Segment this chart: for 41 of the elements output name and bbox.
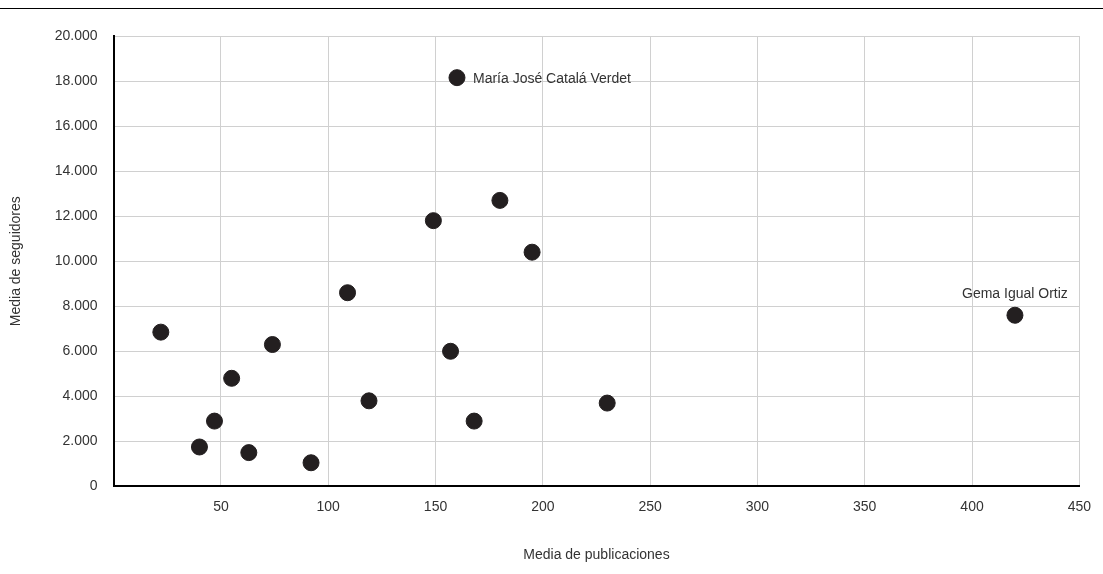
point xyxy=(491,191,509,209)
y-tick-label: 20.000 xyxy=(54,26,98,43)
x-tick-label: 300 xyxy=(745,497,770,514)
y-tick-label: 0 xyxy=(89,477,98,494)
point xyxy=(152,323,170,341)
point xyxy=(448,69,466,87)
point xyxy=(465,412,483,430)
y-tick-label: 4.000 xyxy=(62,387,98,404)
y-tick-label: 10.000 xyxy=(54,252,98,269)
point xyxy=(339,284,357,302)
y-tick-label: 8.000 xyxy=(62,297,98,314)
y-axis-title: Media de seguidores xyxy=(7,196,24,327)
point xyxy=(360,392,378,410)
y-tick-label: 2.000 xyxy=(62,432,98,449)
point xyxy=(240,444,258,462)
y-tick-label: 18.000 xyxy=(54,71,98,88)
x-tick-label: 150 xyxy=(423,497,448,514)
x-axis-title: Media de publicaciones xyxy=(523,546,670,563)
point xyxy=(442,342,460,360)
annotation: Gema Igual Ortiz xyxy=(962,285,1068,302)
y-tick-label: 14.000 xyxy=(54,161,98,178)
y-tick-label: 6.000 xyxy=(62,342,98,359)
point xyxy=(190,438,208,456)
point xyxy=(1006,306,1024,324)
x-tick-label: 50 xyxy=(213,497,229,514)
x-tick-label: 100 xyxy=(316,497,341,514)
y-tick-label: 12.000 xyxy=(54,207,98,224)
point xyxy=(223,369,241,387)
y-tick-label: 16.000 xyxy=(54,116,98,133)
x-tick-label: 250 xyxy=(638,497,663,514)
point xyxy=(424,212,442,230)
x-tick-label: 200 xyxy=(531,497,555,514)
point xyxy=(205,412,223,430)
x-tick-label: 350 xyxy=(853,497,877,514)
annotation: María José Catalá Verdet xyxy=(472,69,632,86)
point xyxy=(598,394,616,412)
point xyxy=(302,454,320,472)
x-tick-label: 450 xyxy=(1067,497,1092,514)
point xyxy=(523,243,541,261)
x-tick-label: 400 xyxy=(960,497,984,514)
point xyxy=(263,336,281,354)
